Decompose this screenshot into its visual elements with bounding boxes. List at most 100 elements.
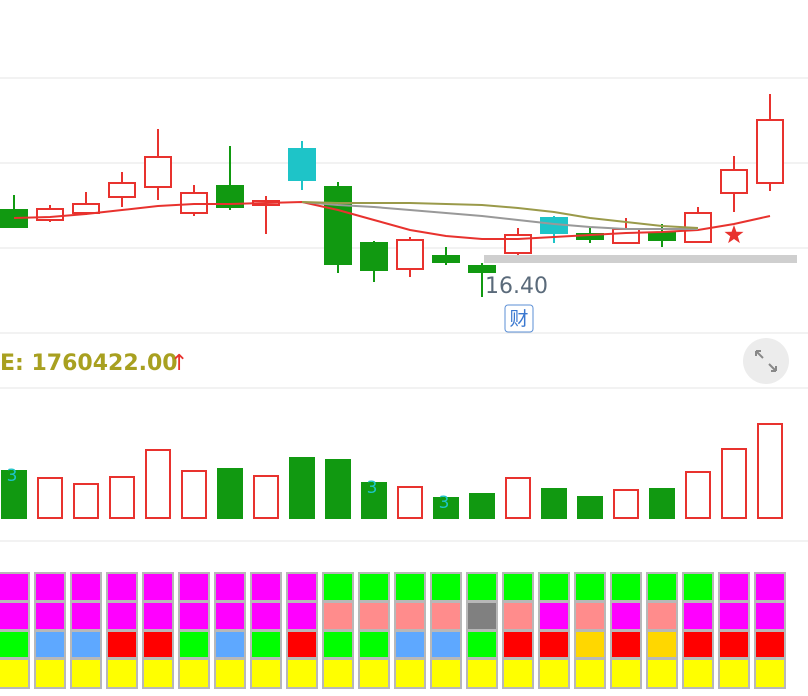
signal-cell <box>610 630 642 659</box>
volume-bar <box>253 475 279 519</box>
signal-cell <box>322 572 354 602</box>
signal-cell <box>142 572 174 602</box>
volume-bar <box>613 489 639 519</box>
signal-cell <box>142 630 174 659</box>
candle-body <box>396 239 424 270</box>
signal-cell <box>538 630 570 659</box>
signal-cell <box>0 601 30 631</box>
signal-cell <box>34 601 66 631</box>
candle-body <box>108 182 136 198</box>
signal-cell <box>610 601 642 631</box>
volume-bar <box>109 476 135 519</box>
signal-cell <box>214 601 246 631</box>
low-price-label: 16.40 <box>485 274 548 299</box>
signal-cell <box>286 658 318 689</box>
candle-body <box>216 185 244 208</box>
signal-cell <box>646 658 678 689</box>
indicator-label: E: 1760422.00 <box>0 351 178 376</box>
signal-cell <box>34 630 66 659</box>
signal-cell <box>466 658 498 689</box>
candle-body <box>144 156 172 188</box>
signal-cell <box>394 601 426 631</box>
signal-cell <box>34 658 66 689</box>
signal-cell <box>178 572 210 602</box>
candle-body <box>468 265 496 273</box>
signal-star <box>724 225 744 244</box>
signal-cell <box>106 601 138 631</box>
signal-cell <box>142 601 174 631</box>
signal-cell <box>610 658 642 689</box>
volume-bar <box>649 488 675 519</box>
signal-cell <box>70 658 102 689</box>
signal-cell <box>754 572 786 602</box>
signal-cell <box>574 658 606 689</box>
signal-cell <box>0 630 30 659</box>
signal-cell <box>0 572 30 602</box>
volume-bar <box>757 423 783 519</box>
badge: 财 <box>509 308 528 330</box>
expand-icon <box>755 350 777 372</box>
volume-marker: 3 <box>367 478 378 498</box>
signal-cell <box>538 601 570 631</box>
signal-cell <box>178 658 210 689</box>
signal-cell <box>286 630 318 659</box>
signal-cell <box>574 630 606 659</box>
candle-body <box>36 208 64 221</box>
signal-cell <box>250 630 282 659</box>
badge-box[interactable] <box>504 304 534 333</box>
volume-bar <box>397 486 423 519</box>
volume-bar <box>145 449 171 519</box>
signal-cell <box>394 658 426 689</box>
signal-cell <box>178 630 210 659</box>
candle-body <box>648 232 676 241</box>
volume-marker: 3 <box>7 466 18 486</box>
signal-cell <box>754 630 786 659</box>
signal-cell <box>70 572 102 602</box>
volume-bar <box>217 468 243 519</box>
signal-cell <box>430 572 462 602</box>
signal-cell <box>106 630 138 659</box>
signal-cell <box>466 601 498 631</box>
moving-average-line <box>13 200 771 240</box>
signal-cell <box>646 572 678 602</box>
signal-cell <box>286 572 318 602</box>
volume-bar <box>505 477 531 519</box>
price-bar <box>484 255 797 263</box>
signal-cell <box>250 658 282 689</box>
candle-body <box>72 203 100 214</box>
signal-cell <box>106 572 138 602</box>
expand-button[interactable] <box>743 338 789 384</box>
signal-cell <box>142 658 174 689</box>
volume-marker: 3 <box>439 493 450 513</box>
signal-cell <box>682 601 714 631</box>
signal-cell <box>430 630 462 659</box>
moving-average-line <box>301 201 699 229</box>
signal-cell <box>34 572 66 602</box>
signal-cell <box>214 630 246 659</box>
signal-cell <box>502 658 534 689</box>
signal-cell <box>250 601 282 631</box>
candle-body <box>432 255 460 263</box>
signal-cell <box>214 572 246 602</box>
signal-cell <box>250 572 282 602</box>
signal-cell <box>394 572 426 602</box>
signal-cell <box>754 658 786 689</box>
candle-body <box>756 119 784 184</box>
signal-cell <box>358 601 390 631</box>
volume-bar <box>1 470 27 519</box>
signal-cell <box>358 572 390 602</box>
candle-body <box>324 186 352 265</box>
signal-cell <box>466 630 498 659</box>
volume-bar <box>469 493 495 519</box>
signal-cell <box>646 630 678 659</box>
signal-cell <box>502 630 534 659</box>
signal-cell <box>214 658 246 689</box>
signal-cell <box>106 658 138 689</box>
signal-cell <box>718 601 750 631</box>
signal-cell <box>610 572 642 602</box>
signal-cell <box>538 658 570 689</box>
signal-cell <box>70 630 102 659</box>
signal-cell <box>574 572 606 602</box>
volume-bar <box>541 488 567 519</box>
